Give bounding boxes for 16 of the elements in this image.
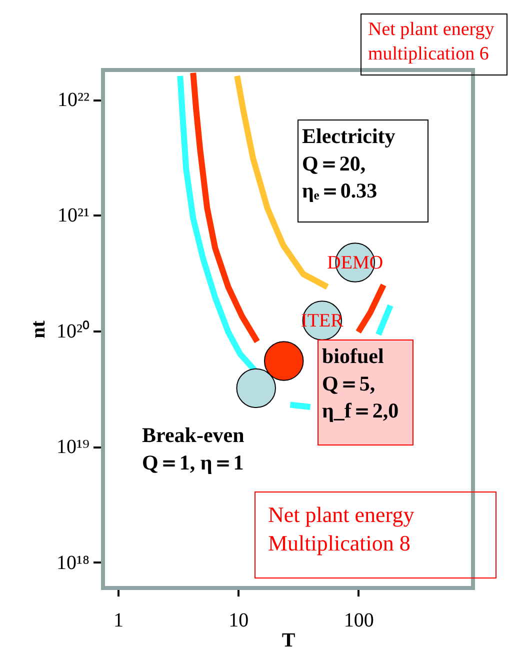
annotation: biofuel Q＝5, η_f＝2,0	[322, 344, 399, 423]
y-tick-label: 10²²	[58, 89, 90, 112]
x-axis-title: T	[282, 630, 296, 649]
x-tick-label: 1	[114, 610, 124, 632]
y-tick-label: 10²¹	[58, 204, 90, 227]
y-tick-label: 10¹⁸	[56, 552, 90, 574]
annotation: Break-even Q＝1, η＝1	[142, 423, 245, 474]
y-axis-title: nt	[28, 320, 50, 338]
point	[236, 368, 276, 408]
x-tick-label: 10	[228, 610, 249, 632]
annotation: Electricity Q＝20, ηₑ＝0.33	[302, 124, 396, 203]
y-tick-label: 10¹⁹	[56, 436, 90, 458]
annotation: Net plant energy Multiplication 8	[268, 502, 414, 556]
y-tick-label: 10²⁰	[56, 319, 90, 342]
text: Net plant energy multiplication 6	[368, 19, 495, 65]
x-tick-label: 100	[344, 610, 374, 632]
